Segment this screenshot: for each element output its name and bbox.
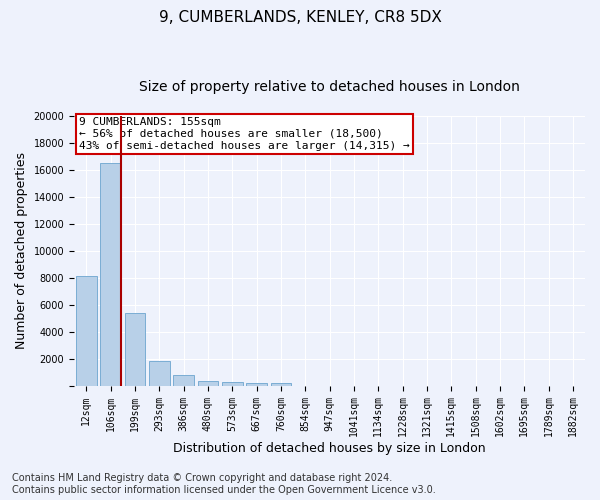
Bar	[222, 382, 242, 386]
Bar	[149, 360, 170, 386]
Bar	[271, 383, 291, 386]
Text: Contains HM Land Registry data © Crown copyright and database right 2024.
Contai: Contains HM Land Registry data © Crown c…	[12, 474, 436, 495]
Title: Size of property relative to detached houses in London: Size of property relative to detached ho…	[139, 80, 520, 94]
Bar	[246, 383, 267, 386]
Bar	[100, 163, 121, 386]
Y-axis label: Number of detached properties: Number of detached properties	[15, 152, 28, 350]
Bar	[76, 276, 97, 386]
Text: 9 CUMBERLANDS: 155sqm
← 56% of detached houses are smaller (18,500)
43% of semi-: 9 CUMBERLANDS: 155sqm ← 56% of detached …	[79, 118, 410, 150]
Bar	[173, 376, 194, 386]
X-axis label: Distribution of detached houses by size in London: Distribution of detached houses by size …	[173, 442, 486, 455]
Bar	[197, 381, 218, 386]
Text: 9, CUMBERLANDS, KENLEY, CR8 5DX: 9, CUMBERLANDS, KENLEY, CR8 5DX	[158, 10, 442, 25]
Bar	[125, 314, 145, 386]
